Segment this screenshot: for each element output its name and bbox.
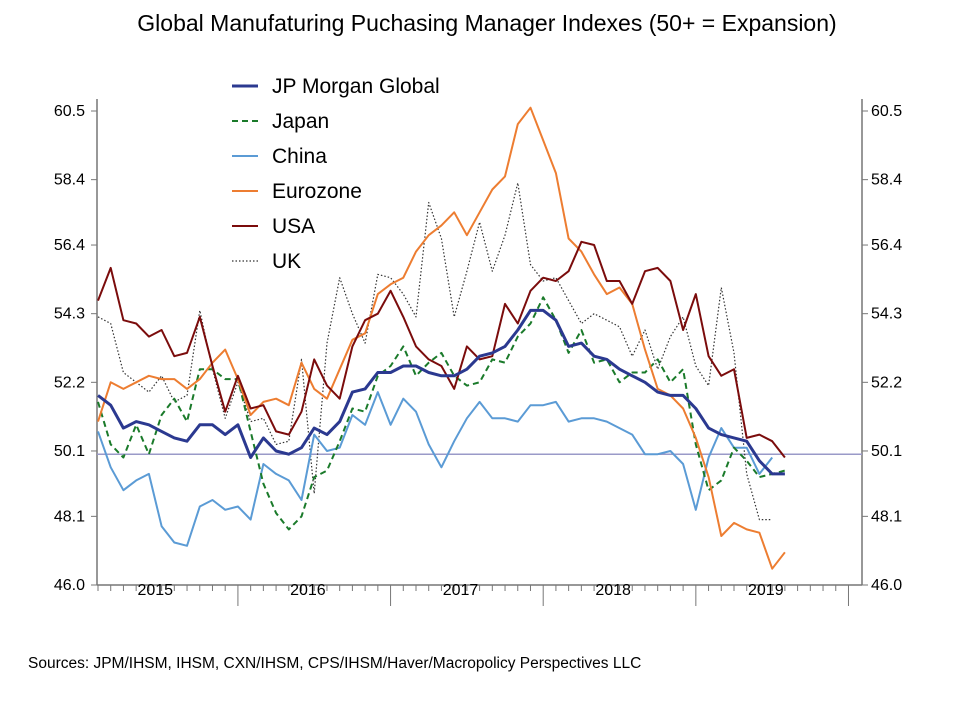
y-tick-label-right: 58.4 (871, 172, 902, 189)
y-tick-label-right: 50.1 (871, 443, 902, 460)
series-line-eurozone (97, 106, 786, 570)
y-tick-label-left: 60.5 (54, 103, 85, 120)
series-line-jp-morgan-global (97, 308, 785, 476)
legend-label: USA (272, 215, 315, 238)
y-tick-label-right: 60.5 (871, 103, 902, 120)
series-line-usa (97, 240, 786, 459)
x-tick-label: 2015 (137, 582, 173, 599)
legend-label: JP Morgan Global (272, 75, 440, 98)
x-tick-label: 2017 (443, 582, 479, 599)
x-tick-label: 2018 (595, 582, 631, 599)
legend-label: Eurozone (272, 180, 362, 203)
legend-label: UK (272, 250, 301, 273)
sources-note: Sources: JPM/IHSM, IHSM, CXN/IHSM, CPS/I… (28, 655, 642, 672)
y-tick-label-right: 46.0 (871, 577, 902, 594)
y-tick-label-left: 48.1 (54, 508, 85, 525)
x-tick-label: 2019 (748, 582, 784, 599)
y-tick-label-right: 56.4 (871, 237, 902, 254)
chart-title: Global Manufaturing Puchasing Manager In… (137, 10, 837, 36)
y-tick-label-right: 52.2 (871, 374, 902, 391)
y-tick-label-left: 50.1 (54, 443, 85, 460)
y-tick-label-left: 58.4 (54, 172, 85, 189)
series-line-japan (97, 296, 786, 531)
legend-label: China (272, 145, 327, 168)
y-tick-label-right: 54.3 (871, 306, 902, 323)
y-tick-label-right: 48.1 (871, 508, 902, 525)
y-tick-label-left: 46.0 (54, 577, 85, 594)
series-line-uk (97, 182, 773, 521)
y-tick-label-left: 56.4 (54, 237, 85, 254)
y-tick-label-left: 54.3 (54, 306, 85, 323)
x-tick-label: 2016 (290, 582, 326, 599)
y-tick-label-left: 52.2 (54, 374, 85, 391)
legend-label: Japan (272, 110, 329, 133)
series-line-china (97, 391, 773, 547)
